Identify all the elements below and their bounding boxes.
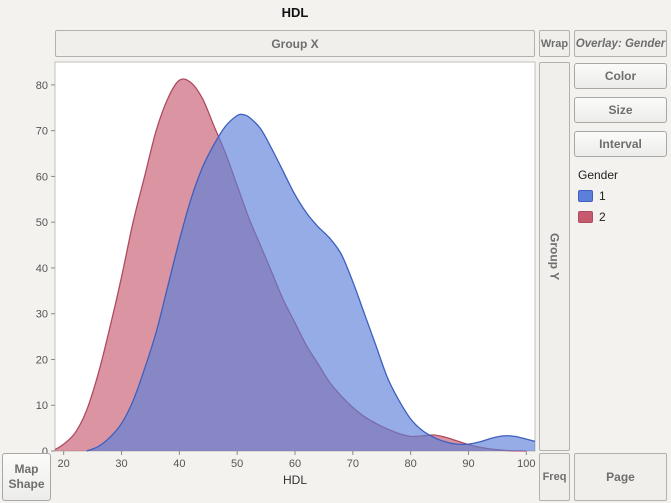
graph-title: HDL xyxy=(281,5,309,20)
legend: Gender 1 2 xyxy=(578,168,618,231)
legend-title: Gender xyxy=(578,168,619,182)
drop-zone-page[interactable]: Page xyxy=(574,453,667,501)
svg-text:0: 0 xyxy=(42,446,48,458)
drop-zone-group-x-label: Group X xyxy=(271,36,319,51)
svg-text:30: 30 xyxy=(115,458,127,470)
drop-zone-group-y[interactable]: Group Y xyxy=(539,62,570,451)
svg-text:90: 90 xyxy=(462,458,474,470)
drop-zone-freq-label: Freq xyxy=(542,471,567,483)
interval-drop-zone-button[interactable]: Interval xyxy=(574,131,667,157)
svg-text:60: 60 xyxy=(36,171,48,183)
svg-text:50: 50 xyxy=(231,458,243,470)
drop-zone-wrap[interactable]: Wrap xyxy=(539,30,570,57)
color-button-label: Color xyxy=(604,69,637,83)
legend-swatch-gender-1[interactable] xyxy=(578,190,593,202)
drop-zone-overlay[interactable]: Overlay: Gender xyxy=(574,30,667,57)
svg-text:60: 60 xyxy=(289,458,301,470)
size-drop-zone-button[interactable]: Size xyxy=(574,97,667,123)
drop-zone-page-label: Page xyxy=(606,470,635,484)
drop-zone-wrap-label: Wrap xyxy=(540,37,569,50)
interval-button-label: Interval xyxy=(599,137,642,151)
color-drop-zone-button[interactable]: Color xyxy=(574,63,667,89)
size-button-label: Size xyxy=(608,103,633,117)
svg-text:80: 80 xyxy=(405,458,417,470)
legend-item-gender-1[interactable]: 1 xyxy=(578,189,618,203)
svg-text:50: 50 xyxy=(36,217,48,229)
map-shape-button-label: Map Shape xyxy=(8,462,45,491)
legend-swatch-gender-2[interactable] xyxy=(578,211,593,223)
svg-text:20: 20 xyxy=(58,458,70,470)
map-shape-button[interactable]: Map Shape xyxy=(2,453,51,501)
svg-text:80: 80 xyxy=(36,80,48,92)
drop-zone-group-x[interactable]: Group X xyxy=(55,30,535,57)
drop-zone-group-y-label: Group Y xyxy=(547,232,562,281)
drop-zone-overlay-label: Overlay: Gender xyxy=(575,37,666,50)
legend-label-gender-2: 2 xyxy=(599,210,606,224)
svg-text:70: 70 xyxy=(347,458,359,470)
drop-zone-freq[interactable]: Freq xyxy=(539,453,570,501)
svg-text:100: 100 xyxy=(517,458,535,470)
svg-text:40: 40 xyxy=(36,263,48,275)
svg-text:70: 70 xyxy=(36,126,48,138)
legend-label-gender-1: 1 xyxy=(599,189,606,203)
svg-text:HDL: HDL xyxy=(283,473,307,487)
svg-text:20: 20 xyxy=(36,354,48,366)
svg-text:30: 30 xyxy=(36,309,48,321)
svg-text:10: 10 xyxy=(36,400,48,412)
legend-item-gender-2[interactable]: 2 xyxy=(578,210,618,224)
density-plot: 20 30 40 50 60 70 80 90 100 0 10 20 30 40 50 60 70 80 HDL xyxy=(36,61,536,487)
svg-text:40: 40 xyxy=(173,458,185,470)
